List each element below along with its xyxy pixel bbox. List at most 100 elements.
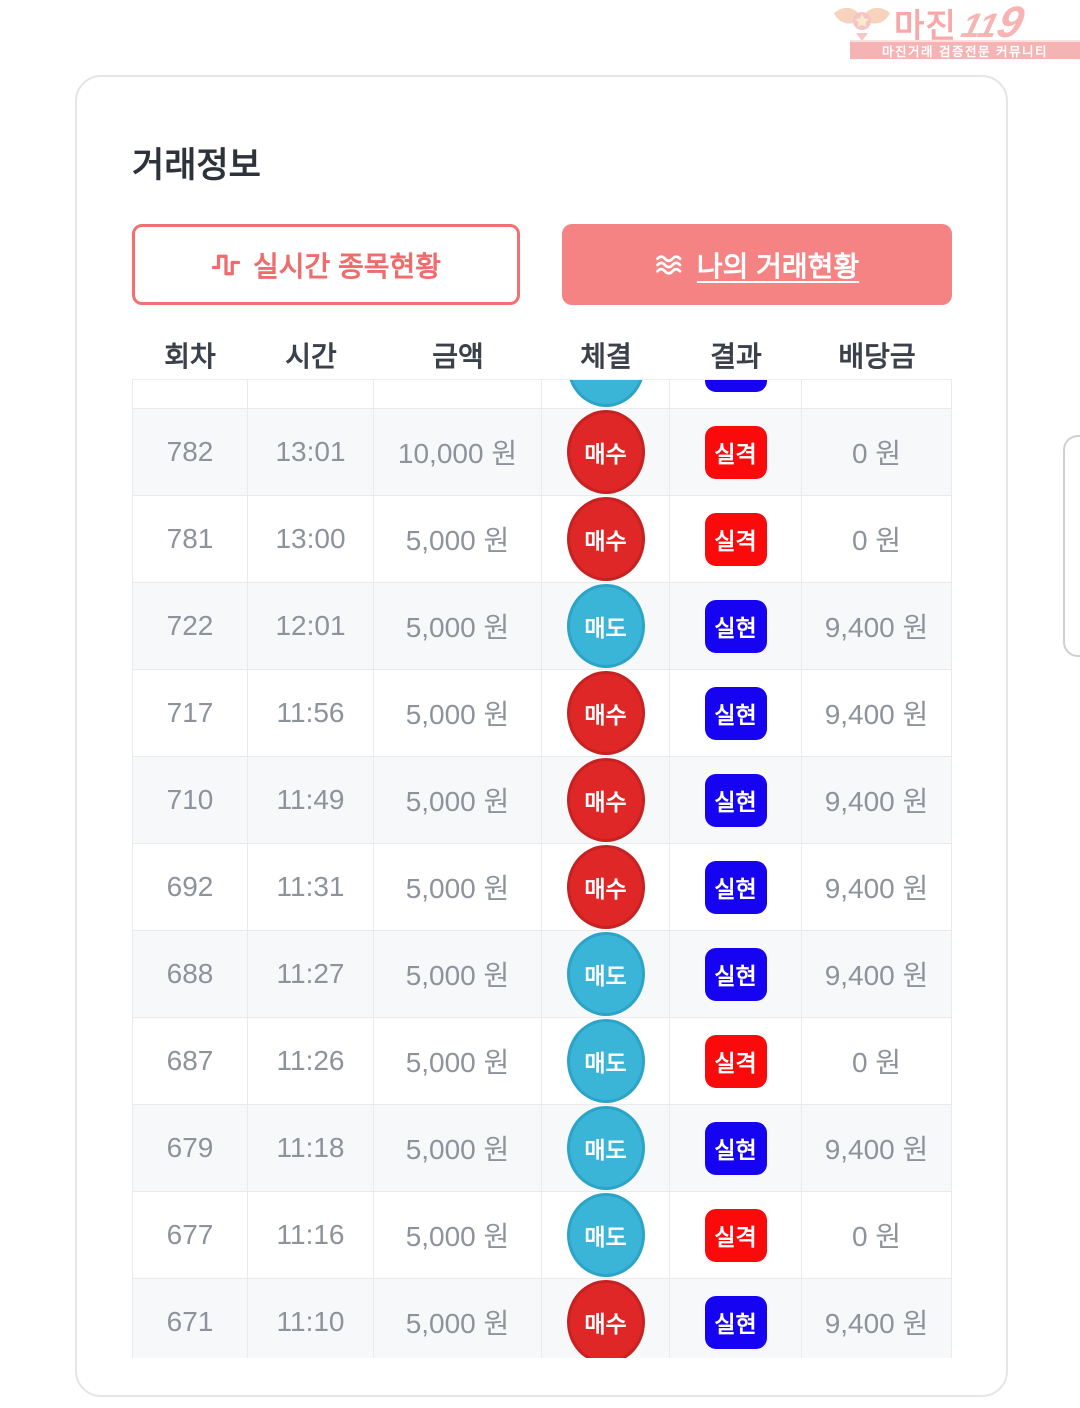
exec-badge-sell: 매도 [566,1193,645,1277]
cell-time: 13:01 [248,409,374,495]
table-row: 677 11:16 5,000 원 매도 실격 0 원 [132,1192,952,1279]
eagle-emblem-icon [834,7,890,41]
cell-result: 실현 [670,670,802,756]
exec-badge-buy: 매수 [566,845,645,929]
result-badge-win: 실현 [704,1295,767,1349]
cell-result: 실현 [670,757,802,843]
cell-exec: 매수 [542,496,670,582]
table-row: 679 11:18 5,000 원 매도 실현 9,400 원 [132,1105,952,1192]
exec-badge-buy: 매수 [566,1280,645,1358]
cell-time: 11:26 [248,1018,374,1104]
exec-badge-sell: 매도 [566,1106,645,1190]
cell-amount: 5,000 원 [374,844,542,930]
cell-payout: 0 원 [802,1018,952,1104]
result-badge-lose: 실격 [704,425,767,479]
cell-exec: 매수 [542,1279,670,1358]
brand-tagline: 마진거래 검증전문 커뮤니티 [850,40,1080,59]
cell-amount: 5,000 원 [374,757,542,843]
cell-round: 781 [132,496,248,582]
cell-payout: 0 원 [802,409,952,495]
cell-round: 717 [132,670,248,756]
table-header: 회차 시간 금액 체결 결과 배당금 [132,330,952,380]
cell-time: 11:10 [248,1279,374,1358]
cell-payout: 9,400 원 [802,1279,952,1358]
cell-time: 11:56 [248,670,374,756]
waves-icon [655,254,682,275]
table-row: 688 11:27 5,000 원 매도 실현 9,400 원 [132,931,952,1018]
result-badge-win: 실현 [704,599,767,653]
exec-badge-sell: 매도 [566,1019,645,1103]
cell-round: 782 [132,409,248,495]
cell-result: 실현 [670,1105,802,1191]
exec-badge-sell: 매도 [566,584,645,668]
trade-info-card: 거래정보 실시간 종목현황 나의 거래현황 회차 시간 금액 체결 결과 배당금 [75,75,1008,1397]
exec-badge-buy: 매수 [566,497,645,581]
cell-exec: 매수 [542,757,670,843]
cell-amount: 5,000 원 [374,496,542,582]
column-header-result: 결과 [710,340,762,372]
table-row: 671 11:10 5,000 원 매수 실현 9,400 원 [132,1279,952,1358]
exec-badge-sell: 매도 [566,932,645,1016]
cell-exec: 매도 [542,583,670,669]
result-badge-lose: 실격 [704,1208,767,1262]
cell-round: 692 [132,844,248,930]
cell-time: 11:18 [248,1105,374,1191]
cell-time [248,380,374,408]
table-row: 782 13:01 10,000 원 매수 실격 0 원 [132,409,952,496]
cell-amount: 5,000 원 [374,1279,542,1358]
table-row: 692 11:31 5,000 원 매수 실현 9,400 원 [132,844,952,931]
result-badge-win: 실현 [704,1121,767,1175]
vertical-scrollbar-thumb[interactable] [1063,435,1080,657]
realtime-status-label: 실시간 종목현황 [252,250,442,282]
table-viewport[interactable]: 매도 실현 782 13:01 10,000 원 매수 실격 0 원 781 1… [132,380,952,1358]
page-title: 거래정보 [132,146,261,185]
table-row: 710 11:49 5,000 원 매수 실현 9,400 원 [132,757,952,844]
table-row: 722 12:01 5,000 원 매도 실현 9,400 원 [132,583,952,670]
cell-round: 722 [132,583,248,669]
cell-result: 실현 [670,844,802,930]
result-badge-win: 실현 [704,860,767,914]
column-header-amount: 금액 [432,340,484,372]
cell-time: 11:27 [248,931,374,1017]
cell-exec: 매수 [542,670,670,756]
cell-result: 실현 [670,1279,802,1358]
cell-round: 671 [132,1279,248,1358]
cell-payout: 0 원 [802,1192,952,1278]
brand-logo: 마진 119 마진거래 검증전문 커뮤니티 [830,0,1080,60]
cell-round: 710 [132,757,248,843]
cell-result: 실현 [670,583,802,669]
cell-payout: 9,400 원 [802,670,952,756]
cell-amount: 10,000 원 [374,409,542,495]
result-badge-win: 실현 [704,686,767,740]
cell-payout: 9,400 원 [802,931,952,1017]
cell-payout: 9,400 원 [802,1105,952,1191]
cell-time: 13:00 [248,496,374,582]
result-badge-win: 실현 [704,380,767,392]
exec-badge-buy: 매수 [566,410,645,494]
cell-time: 11:31 [248,844,374,930]
cell-payout: 9,400 원 [802,757,952,843]
column-header-exec: 체결 [580,340,632,372]
cell-amount [374,380,542,408]
cell-result: 실격 [670,1192,802,1278]
cell-time: 12:01 [248,583,374,669]
cell-result: 실현 [670,380,802,408]
exec-badge-buy: 매수 [566,671,645,755]
result-badge-lose: 실격 [704,1034,767,1088]
exec-badge-sell: 매도 [566,380,645,407]
result-badge-win: 실현 [704,773,767,827]
my-trades-button[interactable]: 나의 거래현황 [562,224,952,305]
cell-round: 677 [132,1192,248,1278]
cell-time: 11:49 [248,757,374,843]
cell-exec: 매수 [542,844,670,930]
cell-amount: 5,000 원 [374,931,542,1017]
table-body: 매도 실현 782 13:01 10,000 원 매수 실격 0 원 781 1… [132,380,952,1358]
cell-exec: 매도 [542,931,670,1017]
pulse-icon [211,254,241,275]
realtime-status-button[interactable]: 실시간 종목현황 [132,224,520,305]
cell-round: 688 [132,931,248,1017]
cell-payout: 0 원 [802,496,952,582]
cell-amount: 5,000 원 [374,1105,542,1191]
column-header-payout: 배당금 [838,340,916,372]
